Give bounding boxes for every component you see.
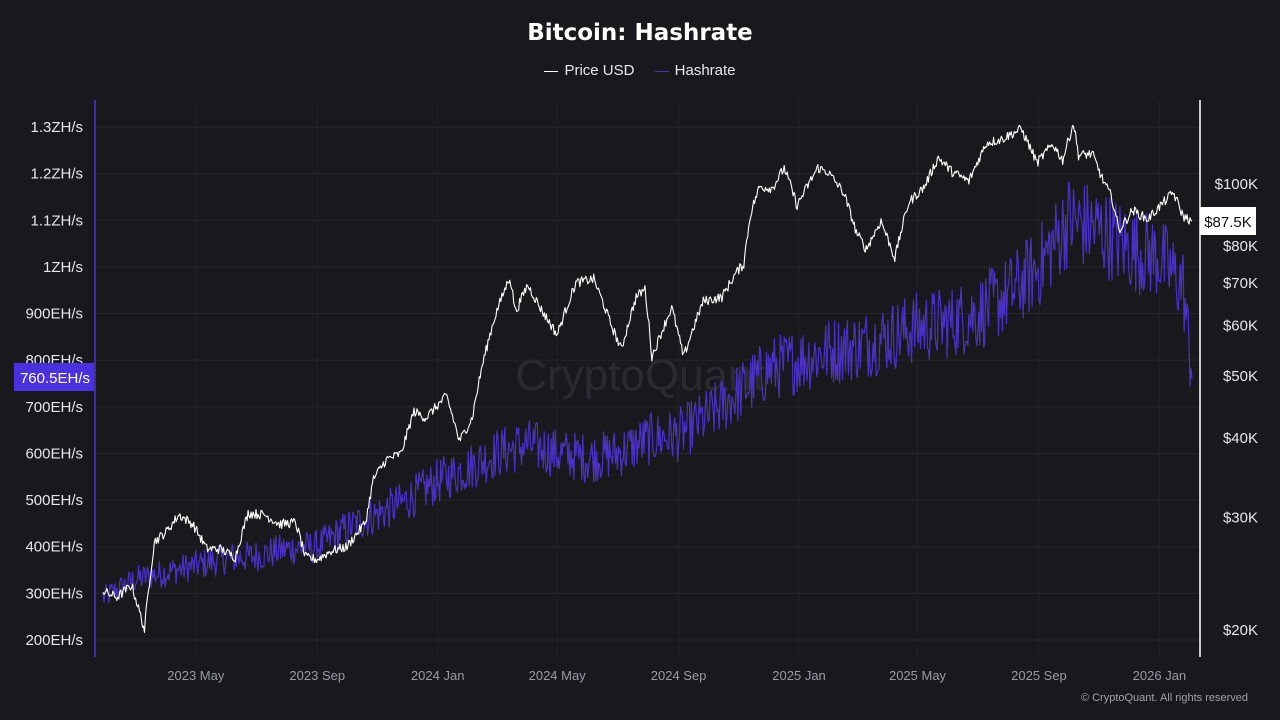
left-tick-label: 1.1ZH/s bbox=[30, 212, 83, 229]
x-tick-label: 2024 Jan bbox=[411, 668, 465, 683]
x-tick-label: 2023 May bbox=[167, 668, 225, 683]
left-tick-label: 300EH/s bbox=[25, 585, 83, 602]
x-tick-label: 2025 May bbox=[889, 668, 947, 683]
left-tick-label: 900EH/s bbox=[25, 306, 83, 323]
hashrate-line bbox=[102, 181, 1193, 604]
hashrate-badge-label: 760.5EH/s bbox=[20, 370, 90, 387]
x-tick-label: 2024 May bbox=[529, 668, 587, 683]
left-tick-label: 200EH/s bbox=[25, 632, 83, 649]
legend-swatch-price bbox=[544, 70, 559, 72]
right-tick-label: $20K bbox=[1223, 622, 1258, 639]
hashrate-current-value-badge: 760.5EH/s bbox=[14, 363, 94, 391]
right-axis: $20K $30K $40K $50K $60K $70K $80K $100K bbox=[1199, 100, 1258, 657]
right-tick-label: $30K bbox=[1223, 510, 1258, 527]
hashrate-badge-background bbox=[14, 363, 94, 391]
legend-item-price[interactable]: Price USD bbox=[544, 62, 634, 79]
hashrate-series bbox=[102, 181, 1193, 604]
right-tick-label: $60K bbox=[1223, 318, 1258, 335]
price-current-value-badge: $87.5K bbox=[1200, 207, 1256, 235]
left-tick-label: 500EH/s bbox=[25, 492, 83, 509]
x-tick-label: 2024 Sep bbox=[651, 668, 707, 683]
legend-label-price: Price USD bbox=[564, 62, 635, 79]
legend-label-hashrate: Hashrate bbox=[674, 62, 736, 79]
right-tick-label: $80K bbox=[1223, 238, 1258, 255]
x-tick-label: 2023 Sep bbox=[289, 668, 345, 683]
x-tick-label: 2025 Sep bbox=[1011, 668, 1067, 683]
x-axis: 2023 May 2023 Sep 2024 Jan 2024 May 2024 Sep… bbox=[167, 668, 1186, 683]
left-tick-label: 700EH/s bbox=[25, 399, 83, 416]
price-badge-label: $87.5K bbox=[1204, 214, 1252, 231]
chart-legend: Price USD Hashrate bbox=[0, 62, 1280, 79]
left-tick-label: 1.3ZH/s bbox=[30, 119, 83, 136]
copyright-footer: © CryptoQuant. All rights reserved bbox=[1080, 692, 1248, 704]
watermark: CryptoQuant bbox=[515, 351, 764, 400]
left-tick-label: 400EH/s bbox=[25, 539, 83, 556]
left-tick-label: 1.2ZH/s bbox=[30, 166, 83, 183]
right-tick-label: $70K bbox=[1223, 275, 1258, 292]
x-tick-label: 2025 Jan bbox=[772, 668, 826, 683]
right-tick-label: $40K bbox=[1223, 430, 1258, 447]
price-badge-background bbox=[1200, 207, 1256, 235]
right-tick-label: $100K bbox=[1215, 176, 1258, 193]
x-tick-label: 2026 Jan bbox=[1133, 668, 1187, 683]
legend-swatch-hashrate bbox=[654, 70, 669, 72]
left-tick-label: 600EH/s bbox=[25, 445, 83, 462]
left-tick-label: 1ZH/s bbox=[43, 259, 83, 276]
legend-item-hashrate[interactable]: Hashrate bbox=[654, 62, 736, 79]
left-axis: 200EH/s 300EH/s 400EH/s 500EH/s 600EH/s 700EH… bbox=[25, 100, 96, 657]
chart-title: Bitcoin: Hashrate bbox=[527, 20, 753, 46]
price-series bbox=[102, 124, 1193, 633]
right-tick-label: $50K bbox=[1223, 368, 1258, 385]
price-line bbox=[102, 124, 1193, 633]
